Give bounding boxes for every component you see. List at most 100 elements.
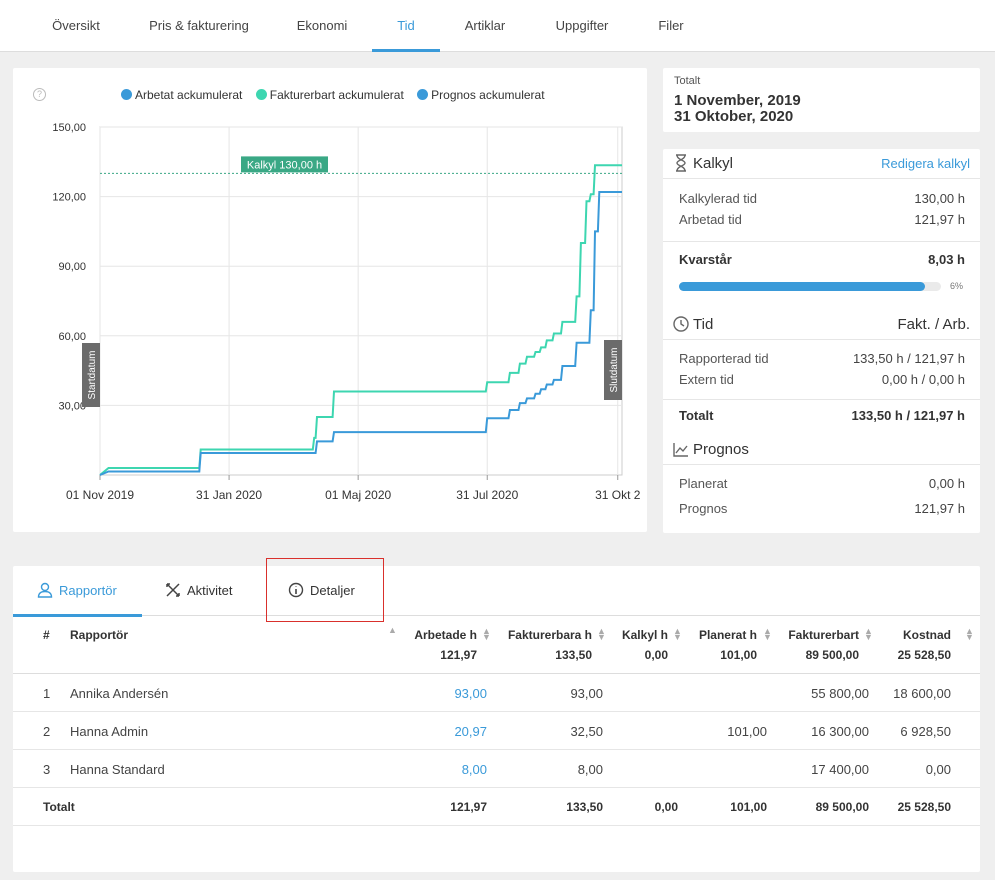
tab-oversikt[interactable]: Översikt (52, 18, 100, 33)
summary-card: Kalkyl Redigera kalkyl Kalkylerad tid 130… (663, 149, 980, 533)
header-kalkyl[interactable]: Kalkyl h (621, 628, 668, 642)
end-date-label: Slutdatum (609, 347, 620, 392)
y-tick-label: 60,00 (58, 331, 86, 343)
y-tick-label: 120,00 (52, 192, 86, 204)
tab-detaljer[interactable]: Detaljer (288, 566, 355, 616)
hourglass-icon (676, 154, 686, 172)
row-arbetade-link[interactable]: 8,00 (461, 762, 487, 777)
kalkyl-header: Kalkyl Redigera kalkyl (663, 149, 980, 179)
legend-label: Arbetat ackumulerat (135, 88, 243, 102)
table-row: 2 Hanna Admin 20,97 32,50 101,00 16 300,… (13, 712, 980, 750)
series-line-arbetat (99, 191, 622, 476)
tab-label: Aktivitet (187, 583, 233, 598)
row-arbetade-link[interactable]: 20,97 (454, 724, 487, 739)
edit-kalkyl-link[interactable]: Redigera kalkyl (881, 156, 970, 171)
header-fakturerbara[interactable]: Fakturerbara h (507, 628, 592, 642)
bottom-tabs: Rapportör Aktivitet Detaljer (13, 566, 980, 617)
tab-rapportor[interactable]: Rapportör (13, 566, 142, 617)
info-icon (288, 582, 304, 598)
arbetad-tid-row: Arbetad tid 121,97 h (679, 212, 965, 227)
table-total-row: Totalt 121,97 133,50 0,00 101,00 89 500,… (13, 788, 980, 826)
total-fakturerbara: 133,50 (566, 800, 603, 814)
kalkylerad-tid-row: Kalkylerad tid 130,00 h (679, 191, 965, 206)
kalkyl-label: Kalkyl 130,00 h (247, 159, 322, 171)
tab-ekonomi[interactable]: Ekonomi (296, 18, 348, 33)
tab-uppgifter[interactable]: Uppgifter (555, 18, 609, 33)
x-tick-label: 31 Jan 2020 (196, 488, 262, 502)
total-kostnad: 25 528,50 (897, 800, 951, 814)
detaljer-tab-highlight (266, 558, 384, 622)
y-tick-label: 90,00 (58, 261, 86, 273)
header-planerat[interactable]: Planerat h (698, 628, 757, 642)
prognos-title: Prognos (693, 441, 749, 458)
progress-percent: 6% (950, 281, 964, 291)
total-arbetade: 121,97 (450, 800, 487, 814)
sort-icon[interactable]: ▲ ▼ (673, 626, 682, 642)
row-arbetade-link[interactable]: 93,00 (454, 686, 487, 701)
legend-label: Prognos ackumulerat (431, 88, 545, 102)
row-kostnad: 0,00 (925, 762, 951, 777)
tab-pris-fakturering[interactable]: Pris & fakturering (149, 18, 249, 33)
row-planerat: 101,00 (727, 724, 767, 739)
kalkyl-title: Kalkyl (693, 155, 734, 172)
top-navigation: Översikt Pris & fakturering Ekonomi Tid … (0, 0, 995, 52)
row-name: Hanna Standard (70, 762, 165, 777)
row-fakturerbart: 55 800,00 (811, 686, 869, 701)
legend-item-fakturerbart[interactable]: Fakturerbart ackumulerat (255, 88, 404, 102)
tab-aktivitet[interactable]: Aktivitet (165, 566, 233, 616)
tid-total-row: Totalt 133,50 h / 121,97 h (679, 408, 965, 423)
trend-chart-icon (673, 443, 688, 457)
header-kostnad[interactable]: Kostnad (903, 628, 951, 642)
total-planerat: 101,00 (730, 800, 767, 814)
sort-icon[interactable]: ▲ ▼ (597, 626, 606, 642)
sort-icon[interactable]: ▲ ▼ (482, 626, 491, 642)
planerat-row: Planerat 0,00 h (679, 476, 965, 491)
sort-icon[interactable]: ▲ ▼ (965, 626, 974, 642)
sort-icon[interactable]: ▲ ▼ (763, 626, 772, 642)
end-date-marker (604, 340, 622, 400)
series-line-fakturerbart (99, 164, 622, 476)
tid-title: Tid (693, 316, 714, 333)
rapporterad-tid-row: Rapporterad tid 133,50 h / 121,97 h (679, 351, 965, 366)
reporter-table-card: Rapportör Aktivitet Detaljer # Rapportör… (13, 566, 980, 872)
header-arbetade[interactable]: Arbetade h (414, 628, 477, 642)
period-start-date: 1 November, 2019 (674, 92, 801, 109)
header-total-kalkyl: 0,00 (644, 648, 668, 662)
prognos-header: Prognos (663, 435, 980, 465)
total-label: Totalt (43, 800, 75, 814)
row-fakturerbart: 16 300,00 (811, 724, 869, 739)
tools-icon (166, 583, 180, 597)
header-fakturerbart[interactable]: Fakturerbart (788, 628, 859, 642)
sort-asc-icon[interactable]: ▲ (388, 625, 397, 635)
table-row: 1 Annika Andersén 93,00 93,00 55 800,00 … (13, 674, 980, 712)
row-fakturerbara: 93,00 (570, 686, 603, 701)
sort-icon[interactable]: ▲ ▼ (864, 626, 873, 642)
tab-filer[interactable]: Filer (658, 18, 684, 33)
tab-label: Rapportör (59, 583, 117, 598)
tab-tid[interactable]: Tid (372, 0, 440, 52)
row-fakturerbara: 32,50 (570, 724, 603, 739)
table-header: # Rapportör ▲ Arbetade h ▲ ▼ 121,97 Faktu… (13, 616, 980, 674)
total-fakturerbart: 89 500,00 (815, 800, 869, 814)
row-fakturerbara: 8,00 (577, 762, 603, 777)
clock-icon (673, 316, 689, 332)
row-name: Annika Andersén (70, 686, 169, 701)
start-date-label: Startdatum (87, 351, 98, 400)
header-total-kostnad: 25 528,50 (897, 648, 951, 662)
user-icon (37, 582, 53, 598)
legend-item-arbetat[interactable]: Arbetat ackumulerat (121, 88, 242, 102)
row-num: 3 (43, 762, 51, 777)
chart-legend: Arbetat ackumulerat Fakturerbart ackumul… (121, 88, 555, 102)
header-rapportor[interactable]: Rapportör (70, 628, 128, 642)
help-icon[interactable]: ? (33, 88, 46, 101)
row-num: 1 (43, 686, 51, 701)
total-kalkyl: 0,00 (654, 800, 678, 814)
total-period-card: Totalt 1 November, 2019 31 Oktober, 2020 (663, 68, 980, 132)
tab-artiklar[interactable]: Artiklar (464, 18, 506, 33)
legend-item-prognos[interactable]: Prognos ackumulerat (417, 88, 545, 102)
total-label: Totalt (674, 75, 701, 87)
x-tick-label: 31 Okt 2 (595, 488, 641, 502)
x-tick-label: 01 Nov 2019 (66, 488, 134, 502)
y-tick-label: 150,00 (52, 122, 86, 134)
tid-column-header: Fakt. / Arb. (897, 316, 970, 333)
